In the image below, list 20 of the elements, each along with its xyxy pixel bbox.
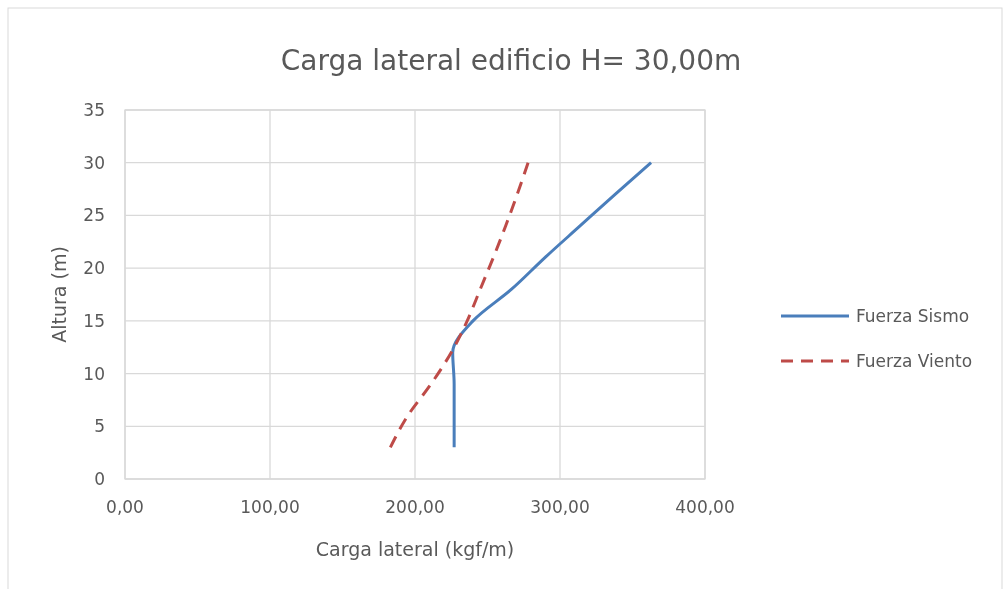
- legend-label: Fuerza Sismo: [856, 305, 970, 326]
- y-tick-label: 10: [83, 363, 105, 384]
- y-tick-label: 15: [83, 310, 105, 331]
- x-tick-label: 200,00: [385, 497, 445, 517]
- x-tick-label: 100,00: [240, 497, 300, 517]
- line-series: [451, 161, 653, 449]
- x-tick-label: 400,00: [675, 497, 735, 517]
- x-tick-label: 300,00: [530, 497, 590, 517]
- chart-title: Carga lateral edificio H= 30,00m: [280, 44, 742, 77]
- legend-label: Fuerza Viento: [856, 350, 973, 371]
- y-tick-label: 35: [83, 99, 105, 120]
- y-tick-label: 20: [83, 258, 105, 279]
- y-axis-title: Altura (m): [48, 246, 70, 343]
- y-tick-label: 25: [83, 205, 105, 226]
- line-series: [388, 161, 530, 449]
- y-tick-label: 0: [94, 468, 105, 489]
- x-axis-title: Carga lateral (kgf/m): [315, 538, 515, 560]
- y-tick-label: 30: [83, 152, 105, 173]
- x-tick-label: 0,00: [106, 497, 144, 517]
- y-tick-label: 5: [94, 416, 105, 437]
